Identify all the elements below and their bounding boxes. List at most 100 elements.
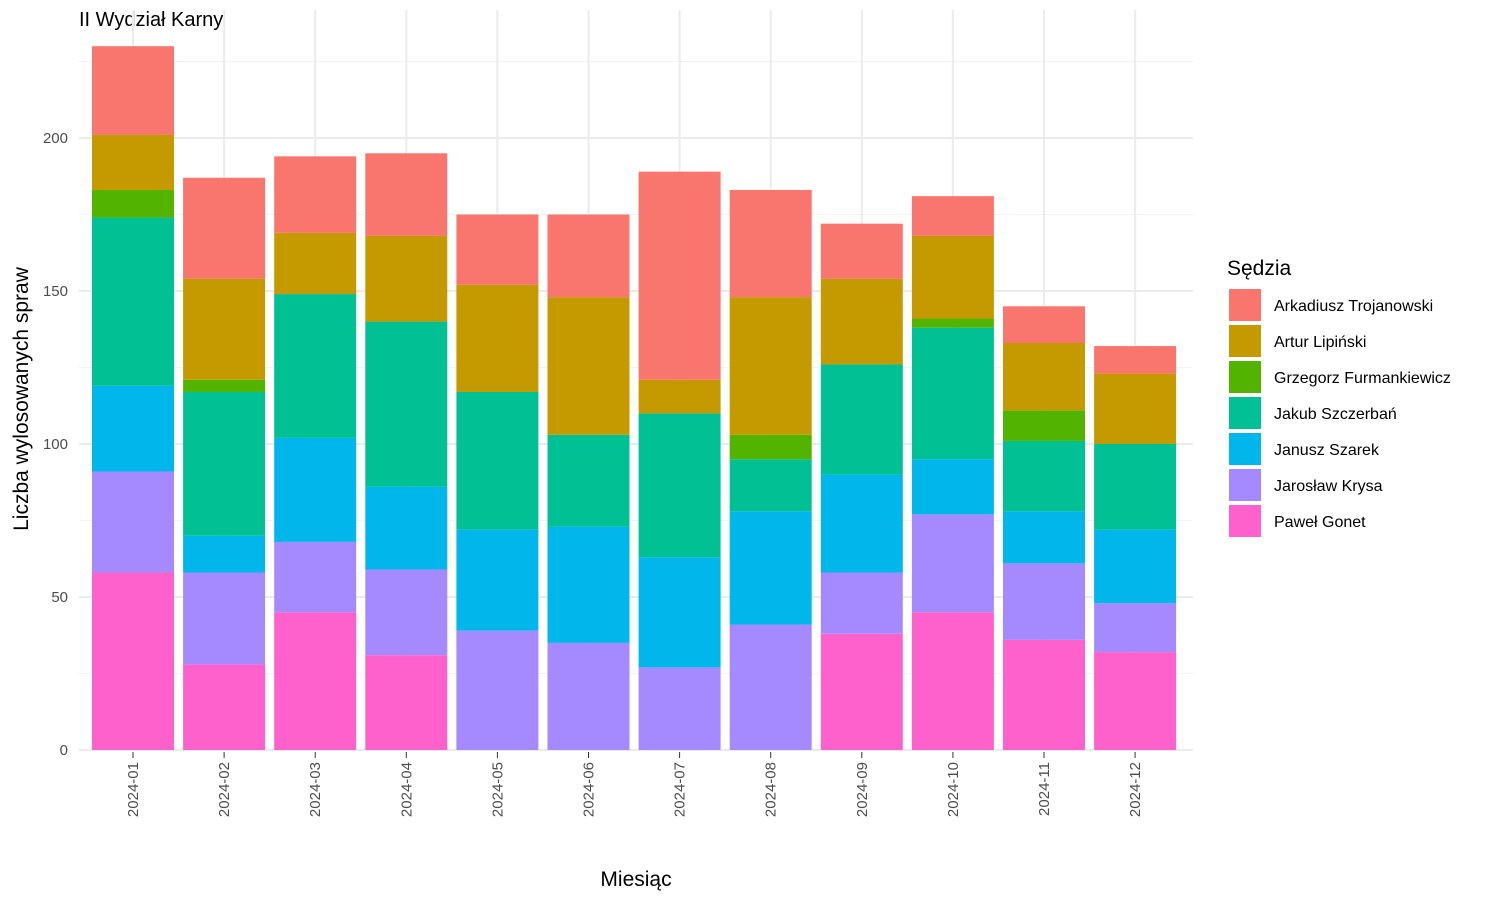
bar-segment-artur-lipinski-2024-05 xyxy=(456,284,539,392)
bar-segment-jakub-szczerban-2024-01 xyxy=(92,217,174,386)
legend-title: Sędzia xyxy=(1227,257,1292,280)
bar-segment-jakub-szczerban-2024-08 xyxy=(729,459,812,512)
bar-segment-pawel-gonet-2024-03 xyxy=(274,612,357,750)
bar-segment-artur-lipinski-2024-10 xyxy=(911,235,994,319)
x-tick-label: 2024-02 xyxy=(216,762,233,817)
bar-segment-jaroslaw-krysa-2024-09 xyxy=(820,572,903,634)
bar-segment-jaroslaw-krysa-2024-01 xyxy=(92,471,174,573)
bar-segment-jaroslaw-krysa-2024-03 xyxy=(274,541,357,613)
bar-segment-artur-lipinski-2024-12 xyxy=(1094,373,1177,444)
bar-segment-jakub-szczerban-2024-10 xyxy=(911,327,994,460)
legend-swatch-jakub-szczerban xyxy=(1229,397,1261,429)
bar-segment-pawel-gonet-2024-01 xyxy=(92,572,174,750)
bar-segment-artur-lipinski-2024-02 xyxy=(183,278,266,380)
bar-segment-arkadiusz-trojanowski-2024-02 xyxy=(183,177,266,279)
bars xyxy=(92,46,1177,750)
x-tick-label: 2024-11 xyxy=(1036,762,1053,816)
bar-segment-jakub-szczerban-2024-09 xyxy=(820,364,903,475)
bar-segment-jakub-szczerban-2024-06 xyxy=(547,434,630,527)
bar-segment-pawel-gonet-2024-11 xyxy=(1003,639,1085,750)
bar-segment-janusz-szarek-2024-03 xyxy=(274,437,357,542)
bar-segment-jakub-szczerban-2024-03 xyxy=(274,294,357,438)
bar-segment-pawel-gonet-2024-02 xyxy=(183,664,266,750)
legend-swatch-pawel-gonet xyxy=(1229,505,1261,537)
bar-segment-artur-lipinski-2024-11 xyxy=(1003,343,1085,411)
y-tick-label: 0 xyxy=(60,742,68,759)
y-tick-label: 50 xyxy=(51,589,68,606)
bar-segment-janusz-szarek-2024-06 xyxy=(547,526,630,643)
bar-segment-arkadiusz-trojanowski-2024-08 xyxy=(729,190,812,298)
bar-segment-jaroslaw-krysa-2024-10 xyxy=(911,514,994,613)
bar-segment-pawel-gonet-2024-04 xyxy=(365,655,448,750)
bar-segment-jaroslaw-krysa-2024-11 xyxy=(1003,563,1085,640)
y-axis-ticks: 0 50 100 150 200 xyxy=(43,130,68,759)
bar-segment-arkadiusz-trojanowski-2024-12 xyxy=(1094,346,1177,374)
legend-label-arkadiusz-trojanowski: Arkadiusz Trojanowski xyxy=(1274,298,1433,315)
legend-swatch-artur-lipinski xyxy=(1229,325,1261,357)
legend-label-jakub-szczerban: Jakub Szczerbań xyxy=(1274,406,1397,423)
legend: Sędzia Arkadiusz Trojanowski Artur Lipińs… xyxy=(1227,257,1451,537)
bar-segment-arkadiusz-trojanowski-2024-09 xyxy=(820,223,903,279)
bar-segment-arkadiusz-trojanowski-2024-07 xyxy=(638,171,721,380)
x-tick-label: 2024-04 xyxy=(398,762,415,817)
x-axis-ticks: 2024-01 2024-02 2024-03 2024-04 2024-05 2024-… xyxy=(125,752,1144,817)
bar-segment-janusz-szarek-2024-12 xyxy=(1094,529,1177,604)
bar-segment-jakub-szczerban-2024-02 xyxy=(183,391,266,536)
x-tick-label: 2024-10 xyxy=(945,762,962,817)
bar-segment-jaroslaw-krysa-2024-06 xyxy=(547,642,630,750)
bar-segment-janusz-szarek-2024-05 xyxy=(456,529,539,631)
bar-segment-artur-lipinski-2024-03 xyxy=(274,232,357,295)
x-tick-label: 2024-03 xyxy=(307,762,324,817)
bar-segment-janusz-szarek-2024-04 xyxy=(365,486,448,570)
bar-segment-jakub-szczerban-2024-04 xyxy=(365,321,448,487)
x-tick-label: 2024-09 xyxy=(854,762,871,817)
y-tick-label: 200 xyxy=(43,130,68,147)
bar-segment-pawel-gonet-2024-12 xyxy=(1094,652,1177,750)
bar-segment-janusz-szarek-2024-09 xyxy=(820,474,903,573)
bar-segment-artur-lipinski-2024-07 xyxy=(638,379,721,414)
legend-swatch-arkadiusz-trojanowski xyxy=(1229,289,1261,321)
bar-segment-grzegorz-furmankiewicz-2024-11 xyxy=(1003,410,1085,441)
legend-label-grzegorz-furmankiewicz: Grzegorz Furmankiewicz xyxy=(1274,370,1451,387)
bar-segment-arkadiusz-trojanowski-2024-01 xyxy=(92,46,174,135)
bar-segment-arkadiusz-trojanowski-2024-11 xyxy=(1003,306,1085,344)
x-tick-label: 2024-08 xyxy=(763,762,780,817)
bar-segment-grzegorz-furmankiewicz-2024-02 xyxy=(183,379,266,392)
y-axis-title: Liczba wylosowanych spraw xyxy=(10,266,33,531)
bar-segment-jaroslaw-krysa-2024-02 xyxy=(183,572,266,665)
bar-segment-jaroslaw-krysa-2024-05 xyxy=(456,630,539,750)
x-axis-title: Miesiąc xyxy=(600,868,671,891)
bar-segment-janusz-szarek-2024-08 xyxy=(729,511,812,625)
bar-segment-jaroslaw-krysa-2024-04 xyxy=(365,569,448,656)
legend-swatch-grzegorz-furmankiewicz xyxy=(1229,361,1261,393)
bar-segment-grzegorz-furmankiewicz-2024-01 xyxy=(92,190,174,218)
bar-segment-arkadiusz-trojanowski-2024-05 xyxy=(456,214,539,285)
bar-segment-pawel-gonet-2024-10 xyxy=(911,612,994,750)
bar-segment-artur-lipinski-2024-01 xyxy=(92,134,174,191)
bar-segment-artur-lipinski-2024-04 xyxy=(365,235,448,322)
bar-segment-artur-lipinski-2024-09 xyxy=(820,278,903,365)
bar-segment-jakub-szczerban-2024-05 xyxy=(456,391,539,530)
bar-segment-jaroslaw-krysa-2024-08 xyxy=(729,624,812,750)
legend-label-jaroslaw-krysa: Jarosław Krysa xyxy=(1274,478,1383,495)
x-tick-label: 2024-01 xyxy=(125,762,142,817)
legend-label-janusz-szarek: Janusz Szarek xyxy=(1274,442,1380,459)
x-tick-label: 2024-05 xyxy=(489,762,506,817)
bar-segment-artur-lipinski-2024-06 xyxy=(547,297,630,435)
x-tick-label: 2024-06 xyxy=(581,762,598,817)
bar-segment-jaroslaw-krysa-2024-07 xyxy=(638,667,721,750)
legend-swatch-janusz-szarek xyxy=(1229,433,1261,465)
bar-segment-janusz-szarek-2024-01 xyxy=(92,385,174,472)
x-tick-label: 2024-07 xyxy=(672,762,689,817)
bar-segment-arkadiusz-trojanowski-2024-06 xyxy=(547,214,630,298)
bar-segment-artur-lipinski-2024-08 xyxy=(729,297,812,435)
bar-segment-jakub-szczerban-2024-11 xyxy=(1003,440,1085,512)
x-tick-label: 2024-12 xyxy=(1127,762,1144,817)
bar-segment-arkadiusz-trojanowski-2024-10 xyxy=(911,196,994,236)
legend-label-artur-lipinski: Artur Lipiński xyxy=(1274,334,1366,351)
bar-segment-janusz-szarek-2024-10 xyxy=(911,459,994,515)
legend-swatch-jaroslaw-krysa xyxy=(1229,469,1261,501)
bar-segment-janusz-szarek-2024-02 xyxy=(183,535,266,573)
bar-segment-arkadiusz-trojanowski-2024-04 xyxy=(365,153,448,236)
